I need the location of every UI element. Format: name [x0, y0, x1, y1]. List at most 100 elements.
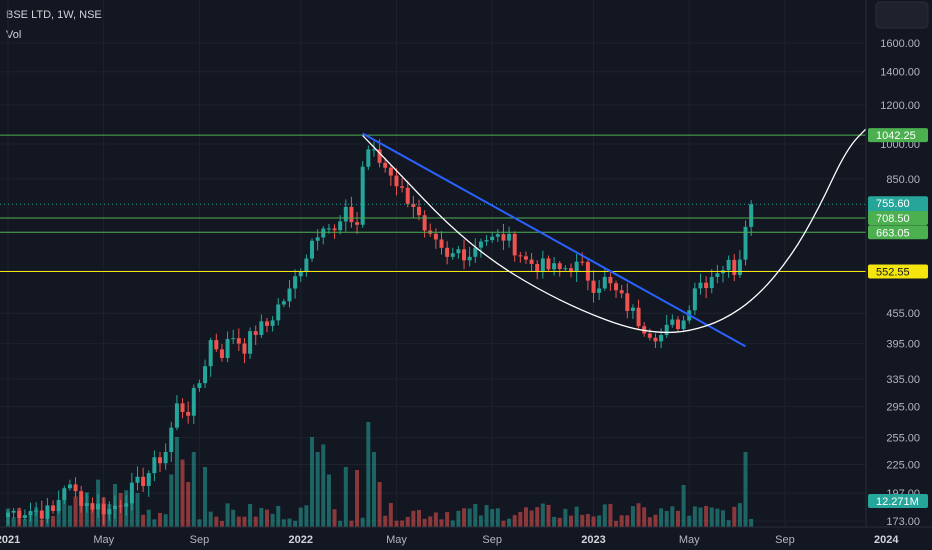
price-tick-label: 295.00 [886, 401, 920, 413]
volume-bar [422, 518, 427, 527]
volume-bar [388, 503, 393, 527]
candle-body [56, 500, 61, 511]
symbol-title[interactable]: BSE LTD, 1W, NSE [6, 9, 102, 21]
candle-body [557, 263, 562, 270]
candle-body [597, 288, 602, 293]
volume-bar [343, 467, 348, 527]
volume-bar [225, 503, 230, 527]
volume-bar [557, 517, 562, 527]
volume-bar [585, 514, 590, 527]
candle-body [180, 403, 185, 412]
volume-bar [321, 444, 326, 527]
candle-body [456, 249, 461, 254]
volume-bar [158, 512, 163, 527]
candle-body [371, 149, 376, 151]
volume-indicator-label[interactable]: Vol [6, 29, 22, 41]
volume-bar [197, 519, 202, 527]
volume-bar [191, 452, 196, 527]
volume-badge-label: 12.271M [876, 496, 919, 508]
candle-body [349, 206, 354, 223]
candle-body [281, 301, 286, 305]
candle-body [197, 383, 202, 388]
candle-body [17, 510, 22, 519]
volume-bar [647, 517, 652, 527]
candle-body [146, 473, 151, 486]
volume-bar [411, 510, 416, 527]
candle-body [141, 476, 146, 486]
volume-bar [456, 510, 461, 527]
time-tick-label: May [679, 534, 700, 546]
candle-body [614, 283, 619, 291]
candle-body [310, 240, 315, 259]
candle-body [394, 175, 399, 187]
candle-body [749, 204, 754, 227]
volume-bar [478, 515, 483, 527]
candle-body [704, 282, 709, 289]
chart-header: BSE LTD, 1W, NSE Vol [6, 8, 102, 48]
candle-body [512, 233, 517, 256]
candle-body [298, 271, 303, 277]
volume-bar [326, 474, 331, 527]
volume-bar [467, 508, 472, 527]
volume-bar [360, 517, 365, 527]
candle-body [552, 263, 557, 270]
volume-bar [670, 506, 675, 527]
candle-body [422, 215, 427, 231]
candle-body [326, 228, 331, 230]
time-tick-label: May [386, 534, 407, 546]
candle-body [405, 187, 410, 204]
volume-bar [203, 467, 208, 527]
candle-body [726, 259, 731, 271]
volume-bar [428, 516, 433, 527]
candle-body [304, 258, 309, 272]
candle-body [158, 457, 163, 464]
volume-bar [630, 506, 635, 527]
volume-bar [293, 520, 298, 527]
candle-body [732, 259, 737, 275]
candle-body [112, 505, 117, 510]
volume-bar [523, 507, 528, 527]
candle-body [129, 482, 134, 504]
volume-bar [214, 516, 219, 527]
candle-body [546, 258, 551, 270]
candle-body [675, 319, 680, 330]
drawings[interactable] [362, 125, 870, 348]
candle-body [450, 253, 455, 257]
volume-bar [709, 507, 714, 527]
volume-bar [248, 503, 253, 527]
candle-body [338, 221, 343, 231]
volume-bar [546, 504, 551, 527]
candle-body [664, 324, 669, 335]
volume-bar [242, 516, 247, 527]
time-axis[interactable]: 2021MaySep2022MaySep2023MaySep2024MaySe [0, 526, 932, 550]
candle-body [490, 236, 495, 241]
candle-body [743, 226, 748, 260]
candle-body [400, 186, 405, 188]
candle-body [647, 333, 652, 338]
price-tick-label: 1600.00 [880, 38, 920, 50]
volume-bar [749, 518, 754, 527]
volume-bar [495, 508, 500, 527]
grid [0, 0, 887, 527]
candle-body [67, 484, 72, 489]
candle-body [231, 338, 236, 340]
candle-body [321, 228, 326, 238]
candle-body [439, 239, 444, 248]
volume-bar [310, 437, 315, 527]
volume-bar [433, 512, 438, 527]
volume-bar [281, 519, 286, 527]
volume-bar [371, 452, 376, 527]
volume-bar [163, 514, 168, 527]
level-badge-label: 708.50 [876, 213, 910, 225]
candle-body [355, 222, 360, 225]
candle-body [484, 240, 489, 242]
price-candles [6, 139, 754, 528]
candle-body [84, 503, 89, 506]
horizontal-levels[interactable] [0, 134, 866, 272]
volume-bar [377, 482, 382, 527]
volume-bar [366, 422, 371, 527]
volume-bar [141, 514, 146, 527]
volume-bar [721, 510, 726, 527]
candle-body [540, 258, 545, 272]
